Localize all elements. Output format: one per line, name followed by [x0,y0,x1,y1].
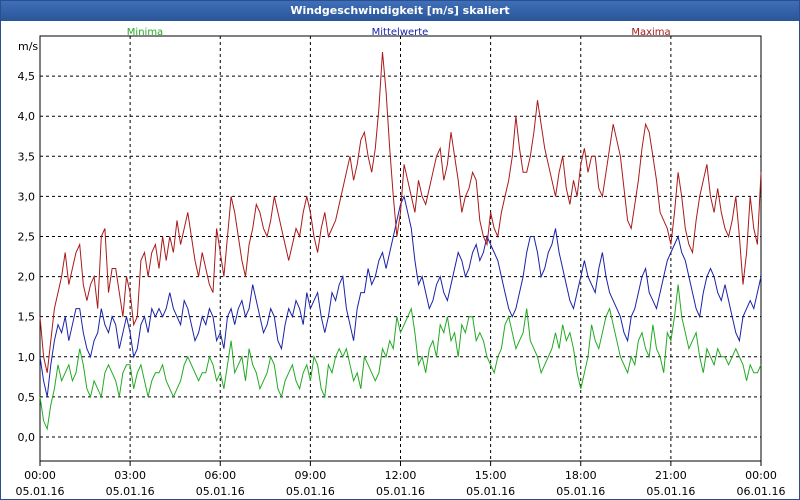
y-tick-label: 3,5 [18,150,36,163]
x-axis-ticks: 00:00 05.01.16 03:00 05.01.16 06:00 05.01.16 0… [16,461,786,498]
y-tick-label: 4,0 [18,110,36,123]
series-line-maxima [39,51,762,373]
x-tick-date-label: 05.01.16 [286,485,335,498]
y-tick-label: 4,5 [18,70,36,83]
x-tick-time-label: 21:00 [655,469,687,482]
window-title: Windgeschwindigkeit [m/s] skaliert [1,1,799,21]
legend: Minima Mittelwerte Maxima [127,27,671,38]
x-tick-time-label: 09:00 [295,469,327,482]
x-tick-date-label: 05.01.16 [556,485,605,498]
y-tick-label: 1,0 [18,351,36,364]
y-tick-label: 0,0 [18,431,36,444]
series-lines [39,51,762,431]
x-tick-time-label: 15:00 [475,469,507,482]
y-axis-unit-label: m/s [18,40,38,53]
y-tick-label: 1,5 [18,311,36,324]
grid-lines [40,36,761,461]
series-line-minima [39,284,762,431]
x-tick-time-label: 00:00 [745,469,777,482]
x-tick-date-label: 05.01.16 [376,485,425,498]
legend-entry-maxima: Maxima [631,27,670,38]
x-tick-date-label: 05.01.16 [466,485,515,498]
y-tick-label: 2,0 [18,271,36,284]
y-tick-label: 3,0 [18,190,36,203]
legend-entry-mittelwerte: Mittelwerte [372,27,429,38]
x-tick-time-label: 00:00 [24,469,56,482]
y-tick-label: 0,5 [18,391,36,404]
x-tick-date-label: 05.01.16 [16,485,65,498]
legend-entry-minima: Minima [127,27,163,38]
x-tick-date-label: 05.01.16 [106,485,155,498]
x-tick-time-label: 03:00 [114,469,146,482]
x-tick-time-label: 06:00 [204,469,236,482]
x-tick-date-label: 05.01.16 [196,485,245,498]
x-tick-date-label: 06.01.16 [737,485,786,498]
x-tick-time-label: 18:00 [565,469,597,482]
y-tick-label: 2,5 [18,230,36,243]
x-tick-time-label: 12:00 [385,469,417,482]
series-line-mittelwerte [39,194,762,397]
y-axis-ticks: 0,0 0,5 1,0 1,5 2,0 2,5 3,0 3,5 4,0 4,5 [18,70,36,444]
x-tick-date-label: 05.01.16 [646,485,695,498]
